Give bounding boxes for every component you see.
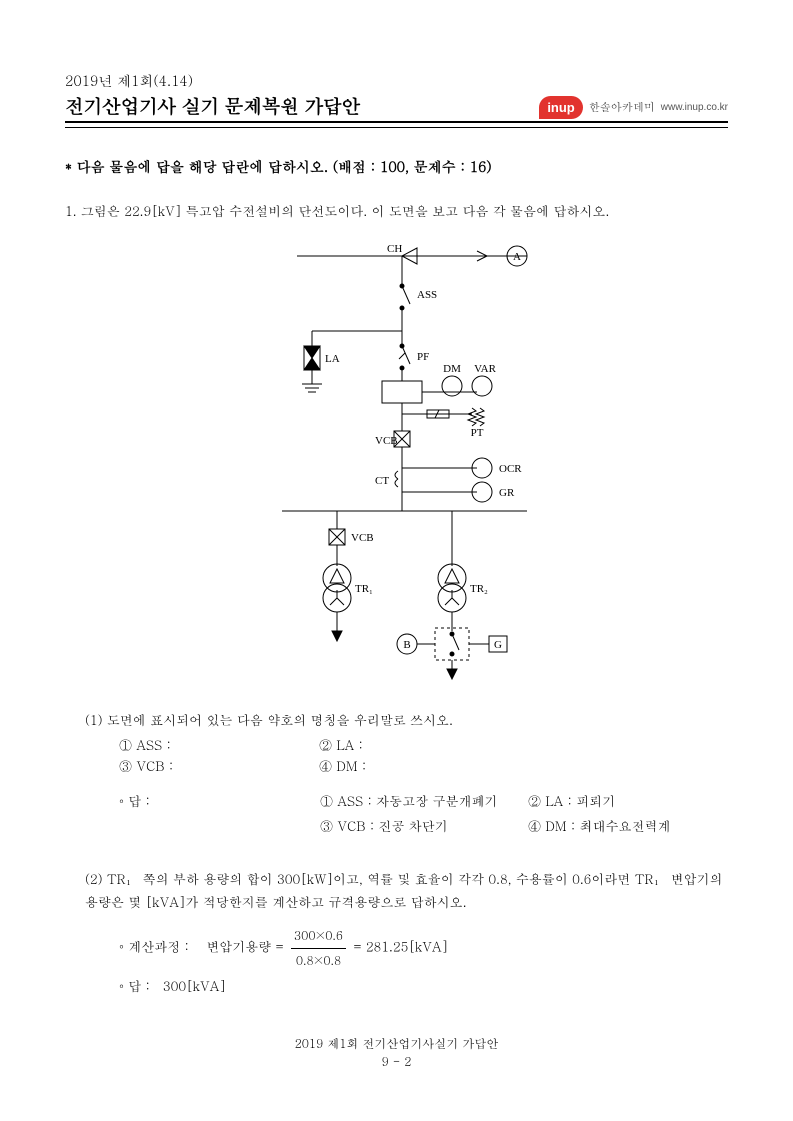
ans-value: 300[kVA] — [163, 976, 226, 995]
calc-prefix: 변압기용량 = — [206, 936, 283, 955]
brand-area: inup 한솔아카데미 www.inup.co.kr — [539, 96, 728, 119]
label-tr2: TR₂ — [470, 583, 488, 595]
label-gr: GR — [499, 487, 515, 499]
label-ocr: OCR — [499, 463, 522, 475]
answer-label: ◦ 답 : — [119, 789, 312, 814]
brand-name: 한솔아카데미 — [589, 100, 655, 115]
instruction-line: * 다음 물음에 답을 해당 답란에 답하시오. (배점 : 100, 문제수 … — [65, 156, 728, 176]
header-rule — [65, 127, 728, 128]
label-var: VAR — [474, 363, 496, 375]
list-item: ② LA : — [319, 735, 519, 754]
page-footer: 2019 제1회 전기산업기사실기 가답안 9 - 2 — [0, 1035, 793, 1071]
answer-item: ① ASS : 자동고장 구분개폐기 — [320, 789, 520, 814]
fraction-denominator: 0.8×0.8 — [291, 949, 346, 973]
label-ch: CH — [387, 243, 402, 255]
header-title: 전기산업기사 실기 문제복원 가답안 — [65, 92, 360, 119]
single-line-diagram: A CH ASS LA — [227, 236, 567, 686]
label-dm: DM — [443, 363, 461, 375]
fraction: 300×0.6 0.8×0.8 — [291, 924, 346, 973]
ans-label: ◦ 답 : — [119, 976, 150, 995]
fraction-numerator: 300×0.6 — [291, 924, 346, 949]
q1-sub2-answer: ◦ 답 : 300[kVA] — [119, 973, 728, 999]
diagram-container: A CH ASS LA — [65, 236, 728, 686]
calc-result: = 281.25[kVA] — [353, 936, 448, 955]
list-item: ④ DM : — [319, 756, 519, 775]
brand-url: www.inup.co.kr — [661, 102, 728, 113]
q1-sub2-calc: ◦ 계산과정 : 변압기용량 = 300×0.6 0.8×0.8 = 281.2… — [119, 924, 728, 973]
header-left: 2019년 제1회(4.14) 전기산업기사 실기 문제복원 가답안 — [65, 70, 360, 119]
page-header: 2019년 제1회(4.14) 전기산업기사 실기 문제복원 가답안 inup … — [65, 70, 728, 123]
q1-sub1-prompt: (1) 도면에 표시되어 있는 다음 약호의 명칭을 우리말로 쓰시오. — [85, 708, 728, 731]
calc-label: ◦ 계산과정 : — [119, 936, 189, 955]
label-vcb: VCB — [375, 435, 398, 447]
label-tr1: TR₁ — [355, 583, 373, 595]
label-la: LA — [325, 353, 340, 365]
list-item: ① ASS : — [119, 735, 319, 754]
label-pt: PT — [470, 427, 483, 439]
q1-sub1-items: ① ASS : ② LA : ③ VCB : ④ DM : — [119, 735, 728, 775]
q1-sub2-prompt: (2) TR₁ 쪽의 부하 용량의 합이 300[kW]이고, 역률 및 효율이… — [85, 867, 728, 914]
footer-line1: 2019 제1회 전기산업기사실기 가답안 — [0, 1035, 793, 1053]
q1-sub1-answers: ◦ 답 : ① ASS : 자동고장 구분개폐기 ② LA : 피뢰기 ③ VC… — [119, 789, 728, 838]
answer-item: ③ VCB : 진공 차단기 — [320, 814, 520, 839]
label-g: G — [494, 639, 502, 651]
q1-prompt: 1. 그림은 22.9[kV] 특고압 수전설비의 단선도이다. 이 도면을 보… — [65, 200, 728, 222]
label-b: B — [403, 639, 410, 651]
label-pf: PF — [417, 351, 429, 363]
label-ct: CT — [375, 475, 389, 487]
answer-item: ④ DM : 최대수요전력계 — [528, 814, 728, 839]
footer-line2: 9 - 2 — [0, 1053, 793, 1071]
inup-logo-icon: inup — [539, 96, 582, 119]
list-item: ③ VCB : — [119, 756, 319, 775]
label-a: A — [513, 251, 521, 263]
header-date: 2019년 제1회(4.14) — [65, 70, 360, 90]
label-vcb2: VCB — [351, 532, 374, 544]
answer-item: ② LA : 피뢰기 — [528, 789, 728, 814]
label-ass: ASS — [417, 289, 437, 301]
